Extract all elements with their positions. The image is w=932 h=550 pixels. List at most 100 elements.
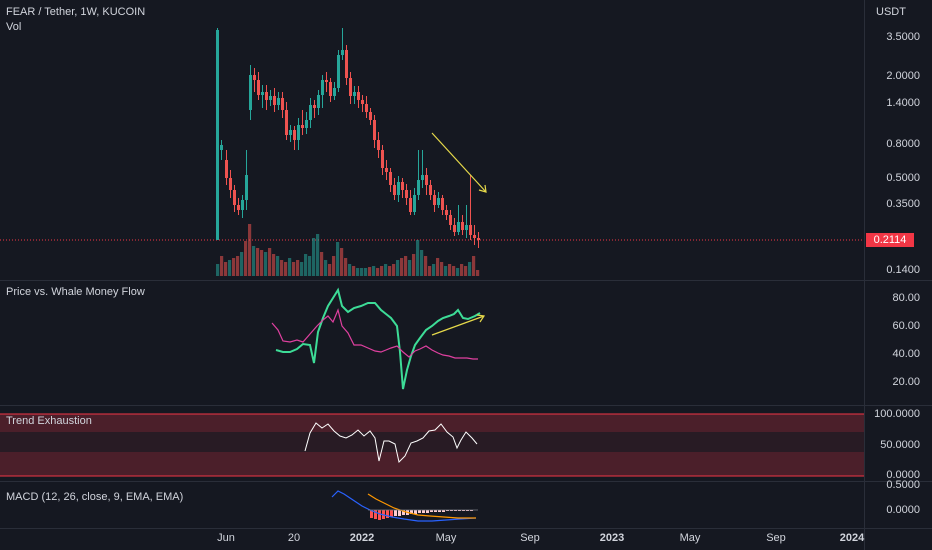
candle-body [285, 110, 288, 135]
volume-bar [376, 268, 380, 276]
macd-hist-bar [386, 510, 389, 518]
candle-body [313, 105, 316, 108]
time-axis-label: 2022 [349, 532, 375, 544]
candle-body [249, 75, 252, 110]
volume-bar [464, 266, 468, 276]
candle-body [325, 80, 328, 82]
candle-body [373, 120, 376, 140]
pane-separator[interactable] [0, 481, 932, 482]
candle-body [409, 198, 412, 212]
currency-label: USDT [876, 6, 906, 18]
volume-bar [372, 266, 376, 276]
candle-body [397, 182, 400, 195]
current-price-tag: 0.2114 [866, 233, 914, 247]
macd-signal-line [367, 493, 476, 519]
volume-legend[interactable]: Vol [6, 21, 22, 33]
candle-body [477, 238, 480, 240]
volume-bar [440, 262, 444, 276]
macd-hist-bar [458, 510, 461, 511]
volume-bar [456, 268, 460, 276]
volume-bar [368, 267, 372, 276]
volume-bar [236, 256, 240, 276]
volume-bar [264, 252, 268, 276]
price-axis-label: 0.5000 [886, 172, 920, 184]
volume-bar [364, 268, 368, 276]
macd-pane-title[interactable]: MACD (12, 26, close, 9, EMA, EMA) [6, 491, 184, 503]
macd-hist-bar [430, 510, 433, 512]
trend-axis-label: 100.0000 [874, 408, 920, 420]
volume-bar [276, 256, 280, 276]
volume-bar [348, 264, 352, 276]
volume-bar [312, 238, 316, 276]
candle-body [417, 180, 420, 195]
candle-body [353, 92, 356, 96]
volume-bar [428, 266, 432, 276]
volume-bar [472, 256, 476, 276]
candle-body [433, 195, 436, 205]
time-axis-label: Sep [766, 532, 786, 544]
macd-axis-label: 0.0000 [886, 504, 920, 516]
candle-body [473, 235, 476, 238]
candle-body [341, 50, 344, 55]
whale-pane-title[interactable]: Price vs. Whale Money Flow [6, 286, 145, 298]
trend-axis-label: 0.0000 [886, 469, 920, 481]
macd-hist-bar [378, 510, 381, 520]
time-axis-label: 2024 [839, 532, 865, 544]
candle-body [253, 75, 256, 80]
time-axis-label: May [435, 532, 457, 544]
candle-body [365, 104, 368, 112]
candle-body [449, 215, 452, 225]
volume-bar [360, 268, 364, 276]
volume-bar [384, 264, 388, 276]
volume-bar [408, 260, 412, 276]
candle-body [241, 200, 244, 210]
candle-body [441, 198, 444, 210]
volume-bar [380, 266, 384, 276]
volume-bar [216, 264, 220, 276]
candle-body [429, 185, 432, 195]
candle-body [469, 225, 472, 235]
trend-pane-title[interactable]: Trend Exhaustion [6, 415, 92, 427]
volume-bar [320, 252, 324, 276]
whale-flow-line [275, 287, 481, 390]
whale-arrow-up [431, 314, 486, 336]
volume-bar [220, 256, 224, 276]
candle-body [461, 222, 464, 230]
pane-separator[interactable] [0, 280, 932, 281]
price-axis-label: 3.5000 [886, 31, 920, 43]
candle-body [369, 112, 372, 120]
candle-body [381, 150, 384, 168]
macd-hist-bar [462, 510, 465, 511]
volume-bar [388, 266, 392, 276]
candle-body [229, 178, 232, 190]
time-axis-label: Sep [520, 532, 540, 544]
candle-body [261, 92, 264, 95]
candle-body [269, 96, 272, 100]
whale-axis-label: 80.00 [892, 292, 920, 304]
volume-bar [396, 260, 400, 276]
candle-body [293, 130, 296, 140]
volume-bar [416, 240, 420, 276]
macd-hist-bar [418, 510, 421, 513]
volume-bar [224, 262, 228, 276]
volume-bar [316, 234, 320, 276]
volume-bar [272, 254, 276, 276]
symbol-title[interactable]: FEAR / Tether, 1W, KUCOIN [6, 6, 146, 18]
overbought-fade [0, 432, 864, 452]
pane-separator[interactable] [0, 405, 932, 406]
price-axis-separator [864, 0, 865, 550]
volume-bar [308, 256, 312, 276]
volume-bar [452, 266, 456, 276]
volume-bar [228, 260, 232, 276]
candle-body [389, 172, 392, 185]
candle-body [317, 95, 320, 108]
whale-axis-label: 60.00 [892, 320, 920, 332]
price-axis-label: 0.8000 [886, 138, 920, 150]
volume-bar [444, 266, 448, 276]
volume-bar [476, 270, 480, 276]
candle-body [329, 82, 332, 96]
macd-hist-bar [390, 510, 393, 517]
candle-body [225, 160, 228, 178]
volume-bar [284, 262, 288, 276]
